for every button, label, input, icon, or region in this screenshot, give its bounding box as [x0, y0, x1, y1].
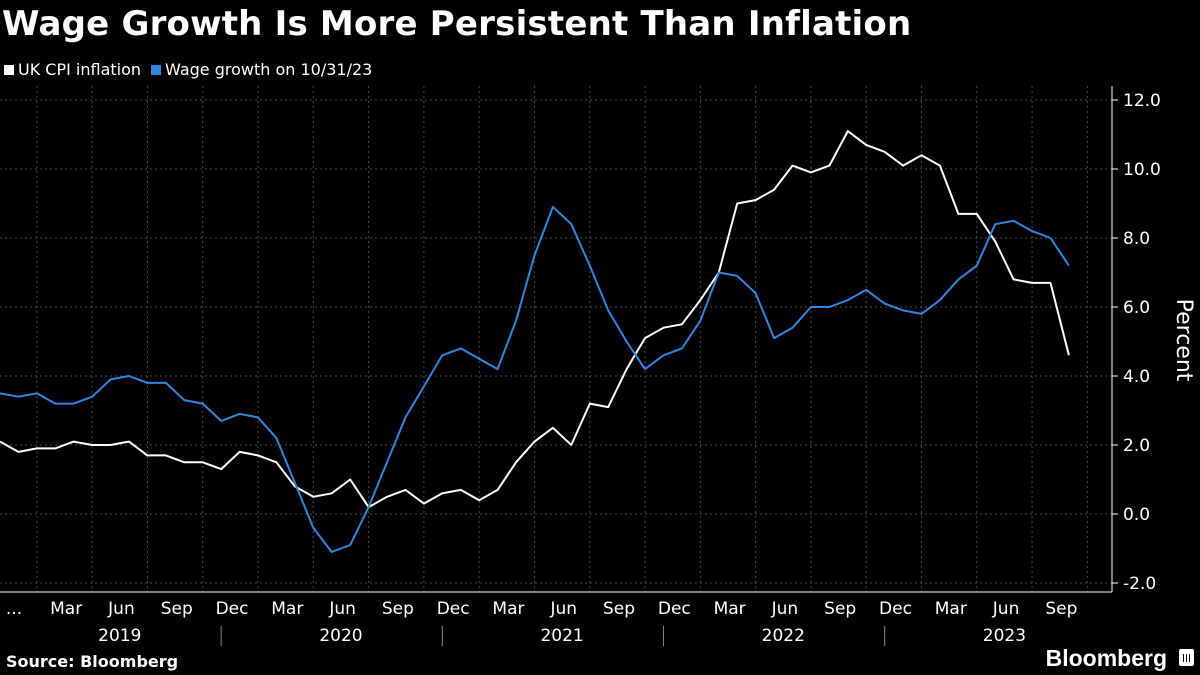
x-tick-label-month: Mar — [714, 599, 746, 619]
x-tick-label-month: Jun — [328, 599, 356, 619]
x-tick-label-month: Sep — [161, 599, 193, 619]
x-tick-label-month: Jun — [992, 599, 1020, 619]
x-tick-label-month: Sep — [1045, 599, 1077, 619]
y-tick-label: 4.0 — [1123, 367, 1150, 387]
x-tick-label-month: Mar — [271, 599, 303, 619]
x-tick-label-month: Jun — [771, 599, 799, 619]
bloomberg-logo: Bloomberg — [1045, 645, 1167, 671]
series-line-cpi — [0, 130, 1070, 509]
series-line-wage — [0, 205, 1070, 553]
x-tick-label-month: Jun — [549, 599, 577, 619]
y-tick-label: 2.0 — [1123, 436, 1150, 456]
y-tick-label: 10.0 — [1123, 160, 1161, 180]
y-tick-labels: -2.0 0.0 2.0 4.0 6.0 8.0 10.0 12.0 — [1112, 91, 1161, 594]
legend-item-wage: Wage growth on 10/31/23 — [151, 60, 372, 79]
y-tick-label: -2.0 — [1123, 574, 1156, 594]
x-tick-label-month: Mar — [492, 599, 524, 619]
chart-title: Wage Growth Is More Persistent Than Infl… — [2, 4, 912, 44]
x-tick-label-month: Jun — [107, 599, 135, 619]
x-tick-label-month: Dec — [879, 599, 912, 619]
x-tick-label-month: Dec — [437, 599, 470, 619]
x-tick-label-month: ... — [6, 599, 22, 619]
x-tick-labels: ... Mar Jun Sep Dec Mar Jun Sep Dec Mar Jun Sep Dec M… — [6, 599, 1077, 646]
axes — [0, 86, 1113, 593]
legend-item-cpi: UK CPI inflation — [4, 60, 141, 79]
x-tick-label-month: Sep — [603, 599, 635, 619]
x-tick-label-month: Sep — [382, 599, 414, 619]
x-tick-label-month: Mar — [50, 599, 82, 619]
legend-label-wage: Wage growth on 10/31/23 — [165, 60, 373, 79]
x-tick-label-year: 2021 — [540, 626, 583, 646]
bloomberg-terminal-icon — [1179, 649, 1194, 666]
x-tick-label-month: Dec — [658, 599, 691, 619]
x-tick-label-year: 2022 — [762, 626, 805, 646]
x-tick-label-month: Mar — [935, 599, 967, 619]
y-tick-label: 12.0 — [1123, 91, 1161, 111]
legend-swatch-wage — [151, 64, 162, 75]
x-tick-label-year: 2020 — [319, 626, 362, 646]
y-tick-label: 8.0 — [1123, 229, 1150, 249]
x-tick-label-month: Sep — [824, 599, 856, 619]
source-note: Source: Bloomberg — [6, 652, 179, 671]
x-tick-label-month: Dec — [216, 599, 249, 619]
grid-lines — [0, 86, 1112, 592]
y-tick-label: 0.0 — [1123, 505, 1150, 525]
y-tick-label: 6.0 — [1123, 298, 1150, 318]
y-axis-label: Percent — [1171, 299, 1196, 382]
legend-swatch-cpi — [4, 64, 14, 75]
x-tick-label-year: 2023 — [983, 626, 1026, 646]
series-lines — [0, 130, 1070, 553]
legend-label-cpi: UK CPI inflation — [18, 60, 142, 79]
x-tick-label-year: 2019 — [98, 626, 141, 646]
legend: UK CPI inflation Wage growth on 10/31/23 — [4, 60, 382, 79]
